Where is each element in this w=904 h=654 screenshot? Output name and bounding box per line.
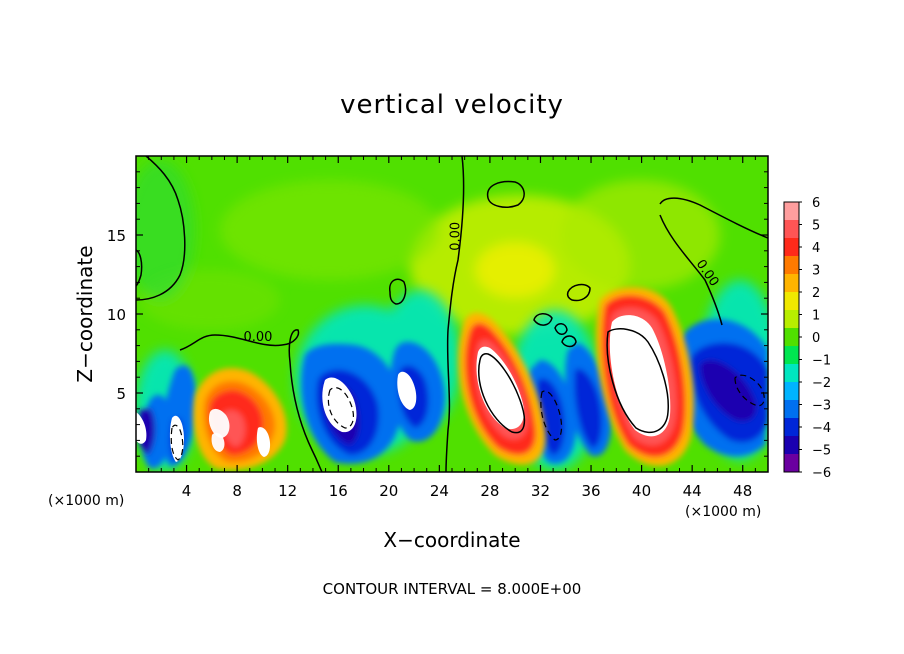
zero-contour-right-lower (659, 214, 723, 326)
x-unit-right: (×1000 m) (685, 504, 761, 520)
contour-interval-footer: CONTOUR INTERVAL = 8.000E+00 (323, 580, 582, 598)
colorbar-segment (784, 346, 799, 365)
y-tick-label: 15 (107, 227, 126, 245)
colorbar-tick-label: 0 (812, 331, 820, 346)
x-tick-label: 44 (683, 482, 702, 500)
closed-contour-4 (533, 313, 553, 326)
colorbar-tick-label: −4 (812, 421, 831, 436)
colorbar (783, 201, 800, 473)
x-tick-label: 24 (430, 482, 449, 500)
colorbar-tick-label: 4 (812, 241, 820, 256)
x-tick-label: 8 (232, 482, 242, 500)
colorbar-segment (784, 328, 799, 347)
x-axis-title: X−coordinate (383, 528, 520, 552)
zero-contour-left (136, 156, 186, 301)
closed-contour-3 (566, 283, 591, 302)
x-tick-label: 40 (632, 482, 651, 500)
colorbar-tick-label: 1 (812, 309, 820, 324)
colorbar-tick-label: −1 (812, 354, 831, 369)
closed-contour-5 (554, 323, 568, 335)
colorbar-segment (784, 400, 799, 419)
y-tick-label: 10 (107, 306, 126, 324)
chart-title: vertical velocity (340, 90, 564, 120)
colorbar-segment (784, 418, 799, 437)
colorbar-tick-label: 6 (812, 196, 820, 211)
colorbar-segment (784, 292, 799, 311)
y-axis-ticks: 5 10 15 (107, 171, 768, 457)
y-tick-label: 5 (116, 385, 126, 403)
colorbar-segment (784, 310, 799, 329)
updraft-contour-1 (478, 353, 526, 434)
contour-label: 0.00 (449, 222, 464, 251)
colorbar-tick-label: 3 (812, 264, 820, 279)
x-axis-ticks: 4 8 12 16 20 24 28 32 36 40 44 48 (148, 156, 756, 500)
colorbar-tick-label: −2 (812, 376, 831, 391)
colorbar-segment (784, 274, 799, 293)
colorbar-tick-label: −3 (812, 399, 831, 414)
y-axis-title: Z−coordinate (73, 245, 97, 382)
closed-contour-2 (389, 278, 407, 305)
plot-area (136, 156, 768, 472)
closed-contour-1 (486, 180, 525, 208)
x-tick-label: 48 (733, 482, 752, 500)
colorbar-segment (784, 364, 799, 383)
x-tick-label: 32 (531, 482, 550, 500)
colorbar-segment (784, 436, 799, 455)
x-tick-label: 4 (182, 482, 192, 500)
colorbar-tick-label: 5 (812, 219, 820, 234)
dashed-contours (170, 374, 765, 461)
colorbar-segment (784, 454, 799, 473)
zero-contour-mid (179, 329, 323, 472)
closed-contour-6 (561, 335, 577, 348)
updraft-contour-2 (606, 328, 669, 433)
x-tick-label: 20 (379, 482, 398, 500)
x-tick-label: 36 (581, 482, 600, 500)
x-tick-label: 12 (278, 482, 297, 500)
colorbar-segment (784, 238, 799, 257)
colorbar-tick-labels: 6 5 4 3 2 1 0 −1 −2 −3 −4 −5 −6 (799, 196, 831, 481)
contour-label: 0.00 (243, 330, 272, 345)
colorbar-segment (784, 256, 799, 275)
x-unit-left: (×1000 m) (48, 493, 124, 509)
colorbar-segment (784, 382, 799, 401)
closed-contour-7 (136, 249, 143, 287)
zero-contour-right (659, 197, 768, 239)
x-tick-label: 16 (329, 482, 348, 500)
x-tick-label: 28 (480, 482, 499, 500)
contour-lines (136, 156, 768, 472)
saturated-cores (136, 315, 671, 462)
colorbar-segment (784, 202, 799, 221)
colorbar-segment (784, 220, 799, 239)
colorbar-tick-label: −6 (812, 466, 831, 481)
colorbar-tick-label: −5 (812, 444, 831, 459)
zero-contour-center (445, 156, 465, 472)
colorbar-tick-label: 2 (812, 286, 820, 301)
